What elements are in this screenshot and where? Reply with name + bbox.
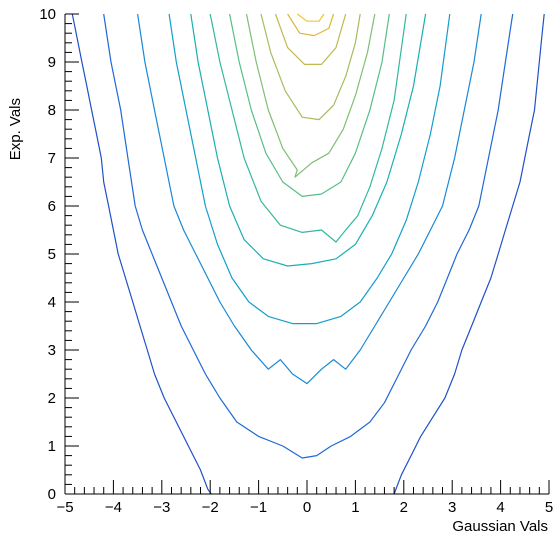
contour-line	[209, 13, 407, 243]
y-tick-label: 10	[39, 6, 56, 23]
x-tick-labels: −5 −4 −3 −2 −1 0 1 2 3 4 5	[56, 499, 553, 516]
y-tick-label: 3	[48, 342, 56, 359]
y-tick-label: 7	[48, 150, 56, 167]
y-tick-label: 8	[48, 102, 56, 119]
contour-line	[393, 13, 545, 495]
contour-line	[296, 13, 325, 22]
contour-line	[71, 13, 212, 495]
x-tick-label: −4	[105, 499, 122, 516]
contour-line	[103, 13, 514, 459]
contour-line	[168, 13, 451, 325]
axes	[64, 14, 549, 495]
y-axis-title: Exp. Vals	[7, 98, 24, 160]
y-tick-label: 0	[48, 486, 56, 503]
y-tick-label: 6	[48, 198, 56, 215]
y-tick-label: 9	[48, 54, 56, 71]
contour-line	[260, 13, 361, 121]
y-tick-label: 1	[48, 438, 56, 455]
y-tick-label: 2	[48, 390, 56, 407]
y-tick-label: 5	[48, 246, 56, 263]
contour-line	[190, 13, 427, 267]
contour-line	[137, 13, 482, 385]
x-tick-label: 2	[400, 499, 408, 516]
x-tick-label: 1	[351, 499, 359, 516]
contour-lines	[71, 13, 545, 495]
y-tick-label: 4	[48, 294, 56, 311]
x-tick-label: −5	[56, 499, 73, 516]
x-tick-label: 4	[496, 499, 504, 516]
x-tick-label: 0	[303, 499, 311, 516]
x-tick-label: −1	[250, 499, 267, 516]
contour-line	[287, 13, 335, 37]
contour-line	[274, 13, 347, 65]
x-tick-label: −2	[202, 499, 219, 516]
x-tick-label: 5	[545, 499, 553, 516]
tick-marks	[64, 13, 550, 495]
y-tick-labels: 0 1 2 3 4 5 6 7 8 9 10	[39, 6, 56, 503]
x-tick-label: 3	[448, 499, 456, 516]
contour-line	[229, 13, 390, 197]
contour-line	[245, 13, 376, 178]
x-tick-label: −3	[153, 499, 170, 516]
x-axis-title: Gaussian Vals	[452, 518, 548, 535]
